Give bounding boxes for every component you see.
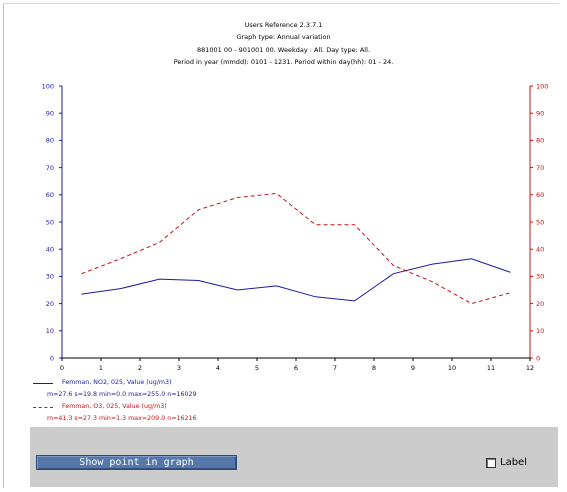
right-y-tick-label: 70: [536, 164, 544, 172]
x-tick-label: 6: [294, 364, 298, 372]
show-point-in-graph-button[interactable]: Show point in graph: [36, 455, 237, 470]
label-toggle[interactable]: Label: [486, 457, 527, 468]
left-y-tick-label: 70: [46, 164, 54, 172]
right-y-tick-label: 100: [536, 82, 548, 90]
x-tick-label: 0: [60, 364, 64, 372]
legend-no2-stats: m=27.6 s=19.8 min=0.0 max=255.0 n=16029: [47, 391, 197, 398]
left-y-tick-label: 30: [46, 273, 54, 281]
x-tick-label: 10: [448, 364, 456, 372]
left-y-tick-label: 10: [46, 327, 54, 335]
legend-o3-label: Femman, O3, 025, Value (ug/m3): [62, 403, 167, 410]
right-y-tick-label: 0: [536, 354, 540, 362]
graph-window: [3, 3, 559, 488]
chart-series: [81, 192, 511, 305]
right-y-tick-label: 60: [536, 191, 544, 199]
x-tick-label: 8: [372, 364, 376, 372]
left-y-tick-label: 90: [46, 110, 54, 118]
x-tick-label: 4: [216, 364, 220, 372]
left-y-tick-label: 0: [50, 354, 54, 362]
left-y-tick-label: 40: [46, 246, 54, 254]
right-y-tick-label: 80: [536, 137, 544, 145]
right-y-tick-label: 90: [536, 110, 544, 118]
x-tick-label: 3: [177, 364, 181, 372]
x-tick-label: 5: [255, 364, 259, 372]
right-y-tick-label: 30: [536, 273, 544, 281]
header-date-range: 881001 00 - 901001 00. Weekday : All. Da…: [197, 46, 370, 54]
legend-no2-label: Femman, NO2, 025, Value (ug/m3): [62, 379, 172, 386]
right-y-tick-label: 40: [536, 246, 544, 254]
header-title: Users Reference 2.3.7.1: [244, 21, 323, 29]
label-checkbox[interactable]: [486, 457, 496, 468]
series-line-o3: [81, 192, 511, 305]
legend-o3-swatch: [33, 407, 53, 408]
x-tick-label: 9: [411, 364, 415, 372]
left-y-tick-label: 100: [42, 82, 54, 90]
label-checkbox-label: Label: [500, 457, 527, 468]
series-line-no2: [81, 258, 511, 302]
right-y-tick-label: 50: [536, 218, 544, 226]
legend-no2-swatch: [33, 383, 53, 384]
header-period: Period in year (mmdd): 0101 - 1231. Peri…: [173, 58, 394, 66]
x-tick-label: 1: [99, 364, 103, 372]
header-graph-type: Graph type: Annual variation: [236, 33, 331, 41]
control-panel: Show point in graph Label: [30, 427, 558, 487]
x-tick-label: 11: [487, 364, 495, 372]
right-y-tick-label: 10: [536, 327, 544, 335]
right-y-tick-label: 20: [536, 300, 544, 308]
left-y-tick-label: 60: [46, 191, 54, 199]
x-tick-label: 7: [333, 364, 337, 372]
x-tick-label: 2: [138, 364, 142, 372]
left-y-tick-label: 20: [46, 300, 54, 308]
left-y-tick-label: 50: [46, 218, 54, 226]
legend-o3-stats: m=41.3 s=27.3 min=1.3 max=209.0 n=16216: [47, 415, 197, 422]
x-tick-label: 12: [526, 364, 534, 372]
left-y-tick-label: 80: [46, 137, 54, 145]
chart-axes: [61, 86, 531, 359]
